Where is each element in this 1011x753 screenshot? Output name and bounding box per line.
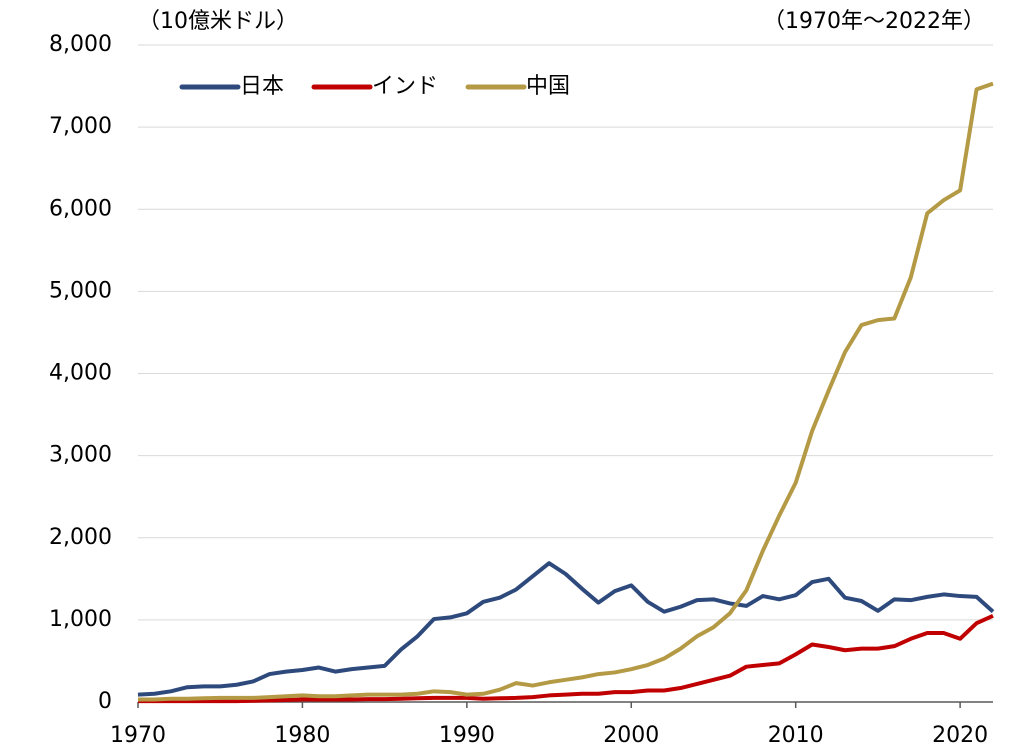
y-tick-label: 5,000 (49, 278, 112, 303)
x-tick-label: 1990 (439, 723, 495, 748)
unit-label: （10億米ドル） (138, 9, 298, 34)
y-tick-label: 8,000 (49, 32, 112, 57)
y-tick-label: 7,000 (49, 114, 112, 139)
x-tick-label: 1970 (110, 723, 166, 748)
legend-label: 日本 (240, 74, 284, 99)
legend-label: 中国 (526, 74, 570, 99)
y-tick-label: 2,000 (49, 525, 112, 550)
series-line (138, 81, 994, 702)
series-line (137, 561, 995, 697)
x-tick-label: 1980 (274, 723, 330, 748)
y-tick-label: 4,000 (49, 361, 112, 386)
period-label: （1970年～2022年） (763, 9, 985, 34)
x-tick-label: 2000 (603, 723, 659, 748)
y-tick-label: 0 (98, 689, 112, 714)
legend-label: インド (372, 74, 438, 99)
x-tick-label: 2020 (932, 723, 988, 748)
y-tick-label: 1,000 (49, 607, 112, 632)
y-tick-label: 6,000 (49, 196, 112, 221)
x-tick-label: 2010 (768, 723, 824, 748)
series-line (138, 613, 994, 704)
y-tick-label: 3,000 (49, 443, 112, 468)
